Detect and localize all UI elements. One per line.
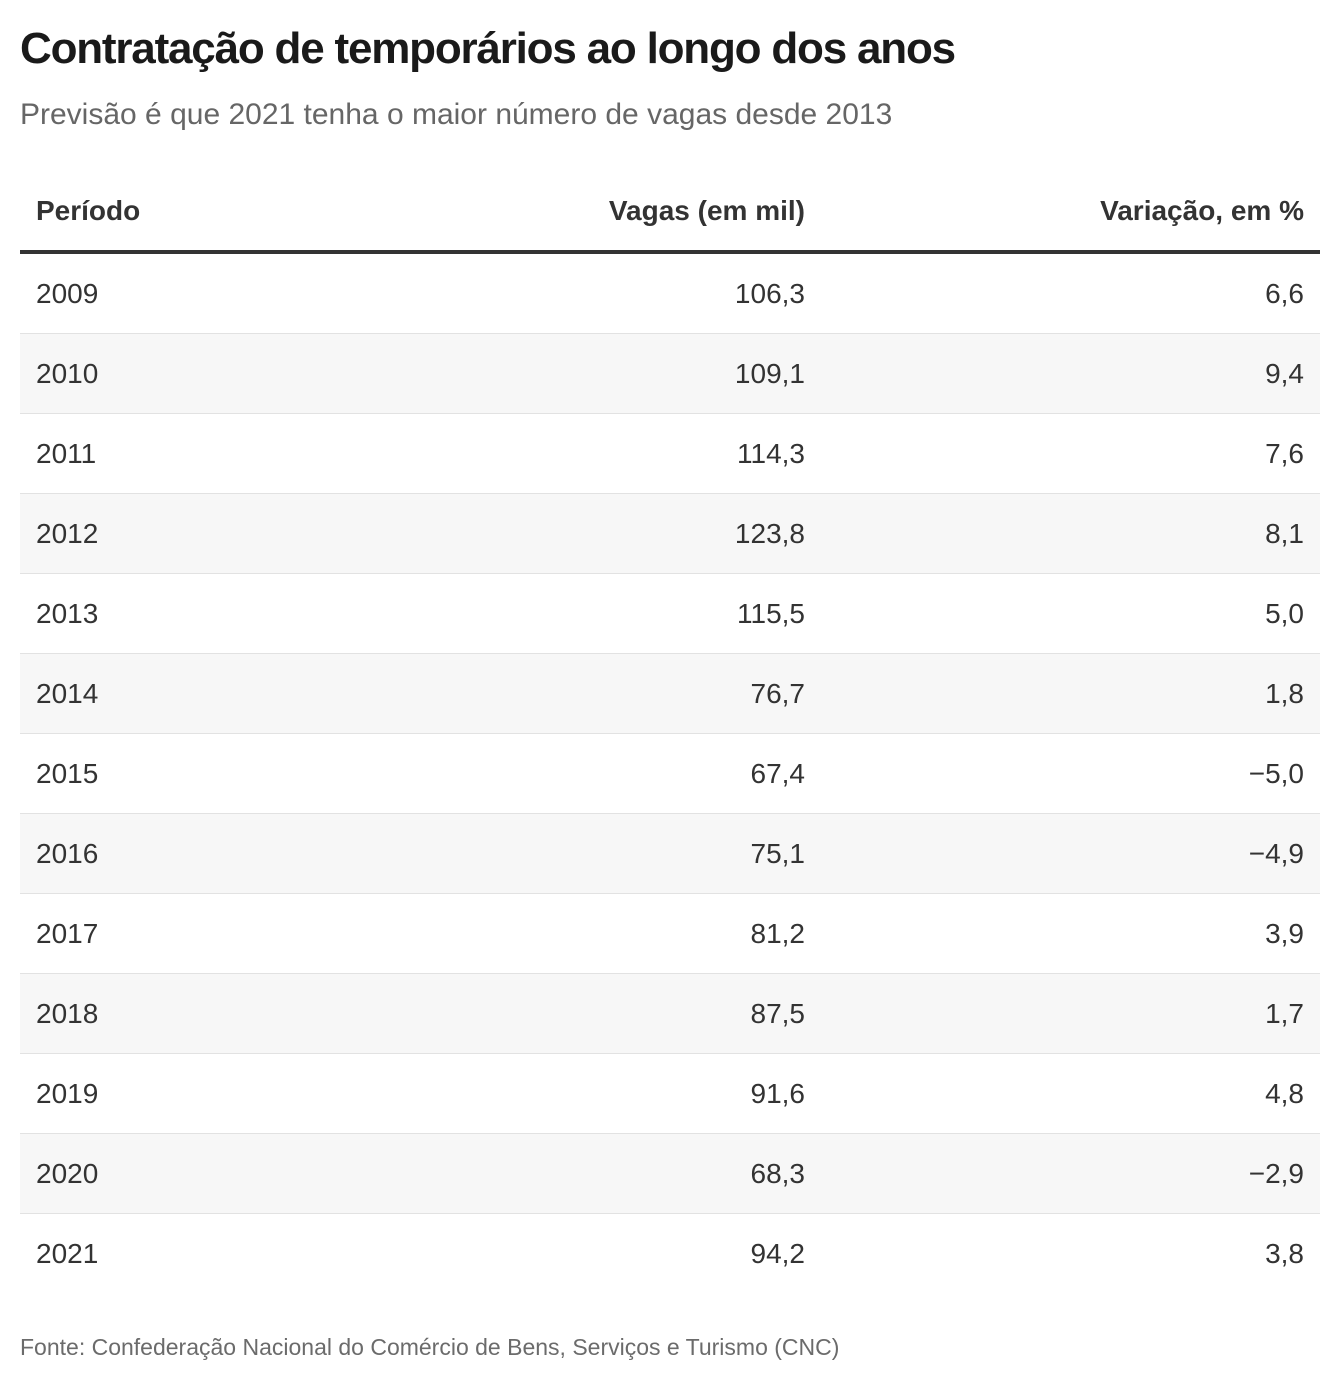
vacancies-cell: 115,5 bbox=[350, 573, 821, 654]
vacancies-cell: 87,5 bbox=[350, 973, 821, 1054]
header-row: Período Vagas (em mil) Variação, em % bbox=[20, 172, 1320, 254]
variation-cell: 5,0 bbox=[821, 573, 1320, 654]
variation-cell: 1,8 bbox=[821, 653, 1320, 734]
vacancies-cell: 81,2 bbox=[350, 893, 821, 974]
vacancies-cell: 114,3 bbox=[350, 413, 821, 494]
vacancies-cell: 123,8 bbox=[350, 493, 821, 574]
vacancies-cell: 67,4 bbox=[350, 733, 821, 814]
vacancies-cell: 106,3 bbox=[350, 252, 821, 334]
period-cell: 2018 bbox=[20, 973, 350, 1054]
variation-cell: −4,9 bbox=[821, 813, 1320, 894]
period-cell: 2019 bbox=[20, 1053, 350, 1134]
table-row: 2013 115,5 5,0 bbox=[20, 573, 1320, 654]
variation-cell: 3,8 bbox=[1265, 1237, 1304, 1269]
vacancies-cell: 91,6 bbox=[350, 1053, 821, 1134]
variation-cell: 7,6 bbox=[821, 413, 1320, 494]
table-row: 2014 76,7 1,8 bbox=[20, 653, 1320, 734]
period-cell: 2009 bbox=[20, 252, 350, 334]
table-row: 2011 114,3 7,6 bbox=[20, 413, 1320, 494]
column-header-vacancies: Vagas (em mil) bbox=[350, 172, 821, 254]
period-cell: 2021 bbox=[36, 1237, 99, 1269]
period-cell: 2015 bbox=[20, 733, 350, 814]
table-row: 2017 81,2 3,9 bbox=[20, 893, 1320, 974]
table-row: 2016 75,1 −4,9 bbox=[20, 813, 1320, 894]
table-row: 2015 67,4 −5,0 bbox=[20, 733, 1320, 814]
variation-cell: −2,9 bbox=[821, 1133, 1320, 1214]
column-header-variation: Variação, em % bbox=[821, 172, 1320, 254]
chart-subtitle: Previsão é que 2021 tenha o maior número… bbox=[20, 98, 893, 131]
period-cell: 2010 bbox=[20, 333, 350, 414]
vacancies-cell: 75,1 bbox=[350, 813, 821, 894]
variation-cell: 1,7 bbox=[821, 973, 1320, 1054]
column-header-period: Período bbox=[20, 172, 350, 254]
data-table: Período Vagas (em mil) Variação, em % 20… bbox=[20, 172, 1320, 1293]
table-row: 2009 106,3 6,6 bbox=[20, 252, 1320, 334]
table-row: 2012 123,8 8,1 bbox=[20, 493, 1320, 574]
source-note: Fonte: Confederação Nacional do Comércio… bbox=[20, 1334, 840, 1360]
variation-cell: 8,1 bbox=[821, 493, 1320, 574]
period-cell: 2017 bbox=[20, 893, 350, 974]
table-row: 2021 94,2 3,8 bbox=[20, 1214, 1320, 1294]
vacancies-cell: 94,2 bbox=[750, 1237, 806, 1269]
table-body: 2009 106,3 6,6 2010 109,1 9,4 2011 114,3 7,6 2012… bbox=[20, 252, 1320, 1293]
variation-cell: −5,0 bbox=[821, 733, 1320, 814]
period-cell: 2014 bbox=[20, 653, 350, 734]
period-cell: 2020 bbox=[20, 1133, 350, 1214]
period-cell: 2013 bbox=[20, 573, 350, 654]
chart-title: Contratação de temporários ao longo dos … bbox=[20, 24, 956, 73]
vacancies-cell: 76,7 bbox=[350, 653, 821, 734]
table-row: 2019 91,6 4,8 bbox=[20, 1053, 1320, 1134]
period-cell: 2012 bbox=[20, 493, 350, 574]
period-cell: 2016 bbox=[20, 813, 350, 894]
table-row: 2010 109,1 9,4 bbox=[20, 333, 1320, 414]
table-row: 2020 68,3 −2,9 bbox=[20, 1133, 1320, 1214]
table-header: Período Vagas (em mil) Variação, em % bbox=[20, 172, 1320, 254]
table-row: 2018 87,5 1,7 bbox=[20, 973, 1320, 1054]
variation-cell: 9,4 bbox=[821, 333, 1320, 414]
variation-cell: 6,6 bbox=[821, 252, 1320, 334]
variation-cell: 4,8 bbox=[821, 1053, 1320, 1134]
vacancies-cell: 68,3 bbox=[350, 1133, 821, 1214]
variation-cell: 3,9 bbox=[821, 893, 1320, 974]
vacancies-cell: 109,1 bbox=[350, 333, 821, 414]
period-cell: 2011 bbox=[20, 413, 350, 494]
